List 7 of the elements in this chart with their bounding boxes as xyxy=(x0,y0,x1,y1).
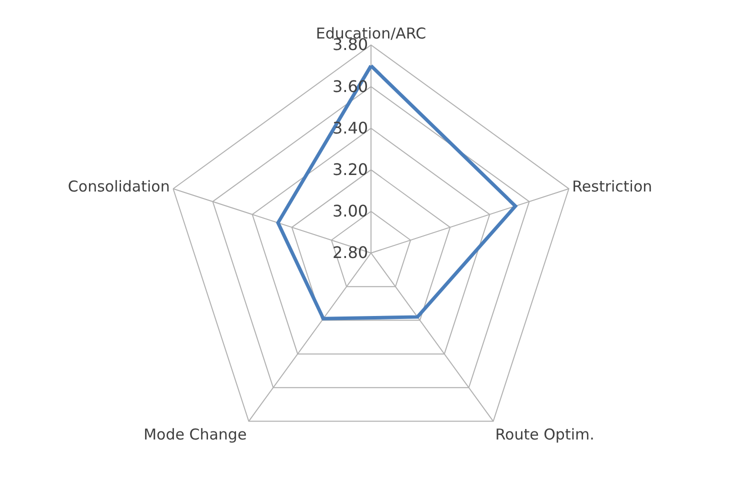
spoke-label: Restriction xyxy=(572,178,652,196)
spoke-label: Mode Change xyxy=(144,425,247,444)
y-tick-label: 2.80 xyxy=(332,243,368,262)
y-tick-label: 3.20 xyxy=(332,160,368,179)
spoke-label: Consolidation xyxy=(68,178,170,196)
spoke-label: Route Optim. xyxy=(495,425,594,444)
y-tick-label: 3.00 xyxy=(332,202,368,221)
